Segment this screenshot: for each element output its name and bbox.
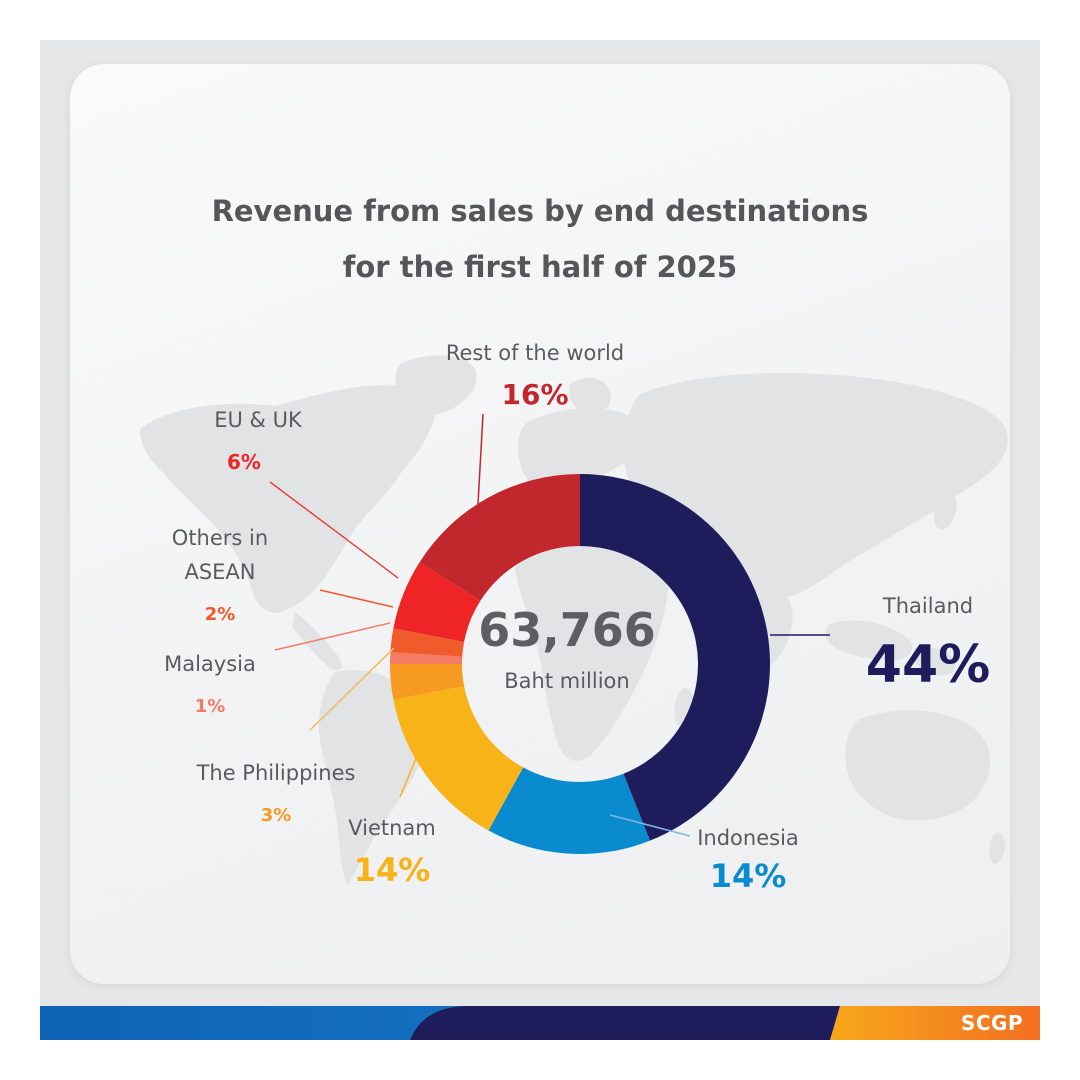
leader-line-vietnam [399, 748, 421, 798]
chart-card: Revenue from sales by end destinations f… [70, 64, 1010, 984]
label-indonesia-percent: 14% [710, 857, 787, 895]
donut-slice-vietnam [393, 686, 524, 831]
label-others-asean-name: Others in ASEAN [172, 526, 268, 584]
label-vietnam-percent: 14% [354, 851, 431, 889]
label-thailand-percent: 44% [866, 635, 990, 695]
label-eu-uk-percent: 6% [227, 450, 261, 474]
label-indonesia-name: Indonesia [697, 826, 799, 850]
label-others-asean-percent: 2% [205, 604, 236, 625]
leader-line-rest-of-world [477, 413, 484, 505]
chart-title-line-2: for the first half of 2025 [342, 250, 738, 284]
donut-slice-thailand [580, 474, 770, 841]
donut-chart: 63,766 Baht million Thailand 44% Indones… [164, 341, 990, 895]
label-malaysia-name: Malaysia [164, 652, 256, 676]
leader-line-others-asean [319, 589, 394, 608]
donut-slice-eu-uk [393, 562, 481, 642]
label-eu-uk-name: EU & UK [214, 408, 303, 432]
bar-navy-segment [410, 1006, 840, 1040]
leader-line-philippines [309, 647, 395, 731]
label-philippines-percent: 3% [261, 805, 292, 826]
infographic-frame: Revenue from sales by end destinations f… [40, 40, 1040, 1040]
leader-line-indonesia [609, 814, 691, 837]
donut-slice-malaysia [390, 652, 463, 664]
label-philippines-name: The Philippines [196, 761, 356, 785]
donut-slices [390, 474, 770, 854]
label-vietnam-name: Vietnam [348, 816, 436, 840]
label-thailand-name: Thailand [882, 594, 973, 618]
center-total-label: Baht million [504, 669, 629, 693]
leader-lines [269, 413, 830, 837]
center-total-value: 63,766 [478, 603, 656, 657]
donut-slice-the-philippines [390, 664, 465, 700]
chart-title-line-1: Revenue from sales by end destinations [211, 194, 869, 228]
donut-slice-others-in-asean [390, 628, 465, 657]
leader-line-eu-uk [269, 481, 399, 579]
label-rest-of-world-name: Rest of the world [446, 341, 624, 365]
label-malaysia-percent: 1% [195, 696, 226, 717]
label-rest-of-world-percent: 16% [501, 378, 568, 411]
scgp-logo: SCGP [960, 1011, 1024, 1035]
bottom-brand-bar [40, 1006, 1040, 1040]
bar-orange-segment [830, 1006, 1040, 1040]
leader-line-malaysia [274, 622, 391, 651]
donut-slice-indonesia [488, 767, 650, 854]
donut-slice-rest-of-the-world [419, 474, 580, 601]
